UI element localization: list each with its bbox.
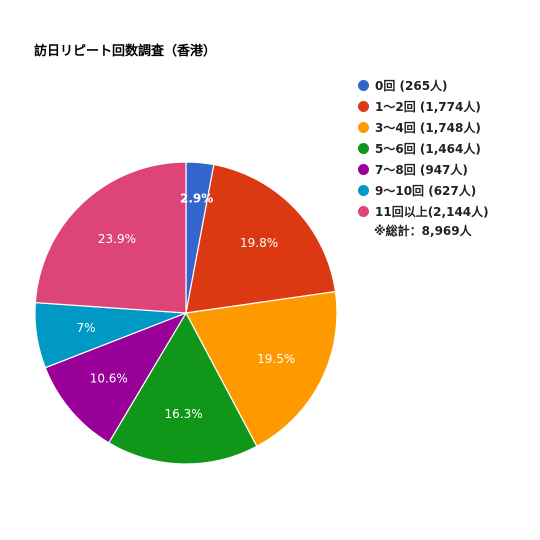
legend-label: 7〜8回 (947人) [375,163,468,177]
pie-label-2: 19.8% [240,236,278,250]
legend-swatch [358,80,369,91]
pie-slices [34,161,338,465]
legend-swatch [358,122,369,133]
legend-label: 0回 (265人) [375,79,448,93]
chart-title: 訪日リピート回数調査（香港） [34,44,217,59]
pie-slice-2 [185,163,337,314]
legend-item-6: 9〜10回 (627人) [358,180,489,201]
pie-label-1: 2.9% [180,192,213,206]
legend-item-7: 11回以上(2,144人) [358,201,489,222]
legend-swatch [358,101,369,112]
legend-item-4: 5〜6回 (1,464人) [358,138,489,159]
pie-label-7: 23.9% [98,232,136,246]
pie-slice-4 [107,311,258,465]
legend-swatch [358,206,369,217]
legend-label: 9〜10回 (627人) [375,184,477,198]
legend-label: 1〜2回 (1,774人) [375,100,481,114]
legend: 0回 (265人) 1〜2回 (1,774人) 3〜4回 (1,748人) 5〜6回 … [358,75,489,240]
legend-item-3: 3〜4回 (1,748人) [358,117,489,138]
pie-label-3: 19.5% [257,352,295,366]
pie-label-5: 10.6% [90,371,128,385]
legend-item-1: 0回 (265人) [358,75,489,96]
legend-total-note: ※総計：8,969人 [374,224,472,238]
legend-item-2: 1〜2回 (1,774人) [358,96,489,117]
legend-label: 5〜6回 (1,464人) [375,142,481,156]
legend-item-5: 7〜8回 (947人) [358,159,489,180]
pie-label-6: 7% [76,321,95,335]
pie-label-4: 16.3% [164,407,202,421]
legend-swatch [358,164,369,175]
pie-slice-3 [185,290,338,448]
pie-slice-7 [34,161,187,314]
legend-swatch [358,143,369,154]
legend-swatch [358,185,369,196]
legend-items: 0回 (265人) 1〜2回 (1,774人) 3〜4回 (1,748人) 5〜6回 … [358,75,489,222]
legend-label: 3〜4回 (1,748人) [375,121,481,135]
legend-label: 11回以上(2,144人) [375,205,489,219]
pie-labels: 2.9% 19.8% 19.5% 16.3% 10.6% 7% 23.9% [76,192,295,421]
pie-slice-5 [44,311,188,444]
